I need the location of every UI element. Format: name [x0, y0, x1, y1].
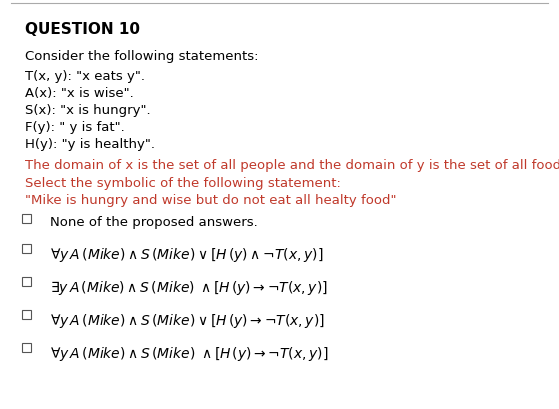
Text: The domain of x is the set of all people and the domain of y is the set of all f: The domain of x is the set of all people… [25, 159, 559, 172]
Text: T(x, y): "x eats y".: T(x, y): "x eats y". [25, 70, 145, 83]
Bar [22, 310, 31, 319]
Text: F(y): " y is fat".: F(y): " y is fat". [25, 121, 125, 134]
Text: A(x): "x is wise".: A(x): "x is wise". [25, 87, 134, 100]
Text: Select the symbolic of the following statement:: Select the symbolic of the following sta… [25, 177, 341, 189]
Text: $\forall y\, A\,(Mike) \wedge S\,(Mike) \;\wedge [H\,(y) \rightarrow \neg T(x,y): $\forall y\, A\,(Mike) \wedge S\,(Mike) … [50, 344, 329, 362]
Text: H(y): "y is healthy".: H(y): "y is healthy". [25, 138, 155, 151]
Bar [22, 214, 31, 223]
Text: S(x): "x is hungry".: S(x): "x is hungry". [25, 104, 150, 117]
Text: QUESTION 10: QUESTION 10 [25, 22, 140, 37]
Text: $\forall y\, A\,(Mike) \wedge S\,(Mike) \vee [H\,(y) \wedge \neg T(x,y)]$: $\forall y\, A\,(Mike) \wedge S\,(Mike) … [50, 245, 324, 263]
Bar [22, 343, 31, 352]
Bar [22, 277, 31, 286]
Text: "Mike is hungry and wise but do not eat all healty food": "Mike is hungry and wise but do not eat … [25, 193, 396, 207]
Text: $\forall y\, A\,(Mike) \wedge S\,(Mike) \vee [H\,(y) \rightarrow \neg T(x,y)]$: $\forall y\, A\,(Mike) \wedge S\,(Mike) … [50, 311, 325, 329]
Text: Consider the following statements:: Consider the following statements: [25, 50, 258, 63]
Text: None of the proposed answers.: None of the proposed answers. [50, 216, 258, 229]
Text: $\exists y\, A\,(Mike) \wedge S\,(Mike) \;\wedge [H\,(y) \rightarrow \neg T(x,y): $\exists y\, A\,(Mike) \wedge S\,(Mike) … [50, 278, 328, 296]
Bar [22, 245, 31, 254]
